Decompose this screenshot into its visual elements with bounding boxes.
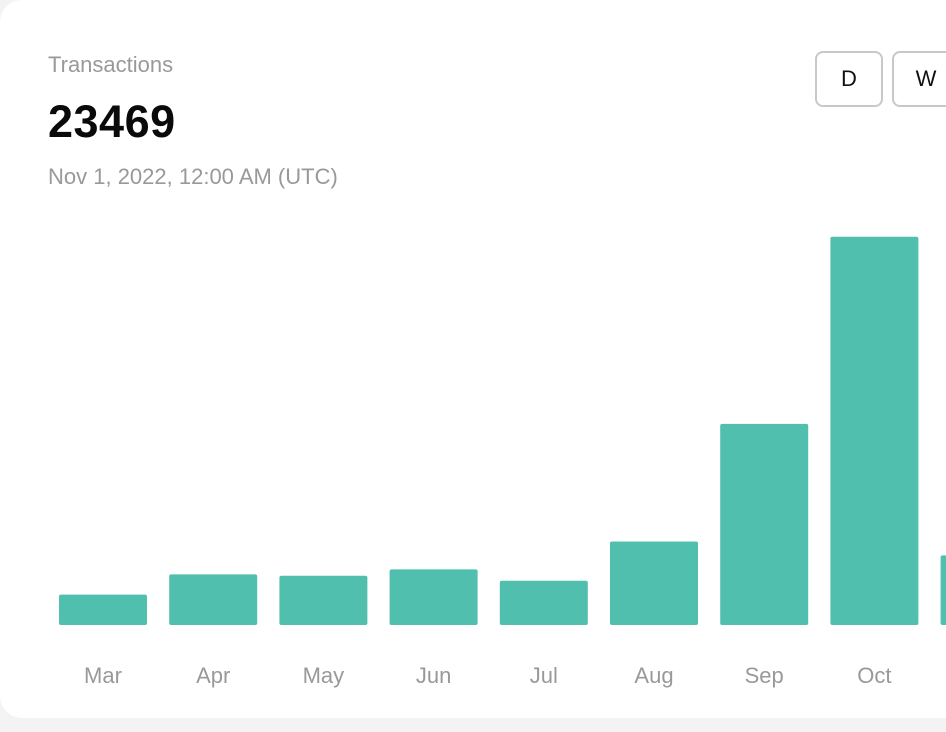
x-tick-label: Sep (745, 663, 784, 688)
period-week-button[interactable]: W (892, 51, 946, 107)
x-tick-label: Oct (857, 663, 891, 688)
metric-value: 23469 (48, 96, 176, 147)
x-axis-tick-labels: Mar Apr May Jun Jul Aug Sep Oct (84, 663, 891, 688)
x-tick-label: Jul (530, 663, 558, 688)
bar-oct[interactable] (830, 236, 919, 625)
x-tick-label: Mar (84, 663, 122, 688)
x-tick-label: Aug (634, 663, 673, 688)
bar-sep[interactable] (720, 423, 809, 625)
bar-mar[interactable] (59, 594, 147, 625)
x-tick-label: Apr (196, 663, 230, 688)
bar-jun[interactable] (389, 569, 478, 625)
metric-label: Transactions (48, 52, 174, 77)
x-tick-label: May (303, 663, 345, 688)
x-tick-label: Jun (416, 663, 451, 688)
bar-apr[interactable] (169, 574, 258, 625)
period-day-button[interactable]: D (815, 51, 883, 107)
bar-group (59, 236, 946, 626)
bar-partial[interactable] (940, 555, 946, 625)
timestamp: Nov 1, 2022, 12:00 AM (UTC) (48, 164, 338, 189)
bar-may[interactable] (279, 575, 368, 625)
bar-aug[interactable] (610, 541, 698, 626)
bar-jul[interactable] (499, 580, 588, 625)
